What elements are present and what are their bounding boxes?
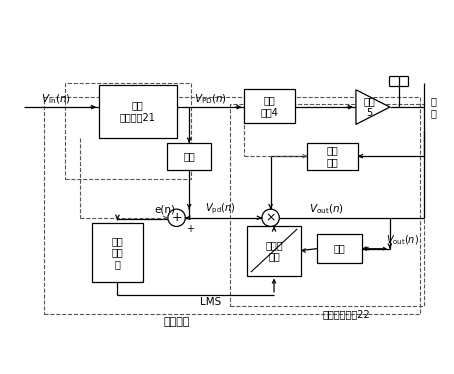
Circle shape	[168, 209, 185, 227]
Text: $V_{\rm pd}(n)$: $V_{\rm pd}(n)$	[205, 202, 236, 216]
Text: LMS: LMS	[200, 297, 221, 307]
Text: 延迟
调整: 延迟 调整	[327, 145, 339, 167]
Bar	[167, 143, 212, 170]
Bar	[247, 226, 301, 276]
Text: +: +	[171, 211, 182, 224]
Text: 耦
合: 耦 合	[430, 96, 436, 118]
Text: 量化: 量化	[334, 243, 345, 254]
Bar	[230, 104, 424, 306]
Bar	[65, 83, 191, 179]
Bar	[307, 143, 358, 170]
Text: 复制
预失真器21: 复制 预失真器21	[120, 101, 156, 122]
Bar	[317, 234, 362, 263]
Text: $V_{\rm out}(n)$: $V_{\rm out}(n)$	[386, 233, 419, 247]
Text: 功放
5: 功放 5	[364, 96, 375, 118]
Bar	[99, 85, 177, 138]
Text: 一维查
询表: 一维查 询表	[265, 240, 283, 261]
Text: 参数更新: 参数更新	[163, 317, 190, 327]
Bar	[244, 89, 295, 123]
Text: +: +	[186, 224, 194, 234]
Text: 延迟: 延迟	[183, 151, 195, 161]
Text: $V_{\rm out}(n)$: $V_{\rm out}(n)$	[309, 202, 345, 216]
Text: $V_{\rm PD}(n)$: $V_{\rm PD}(n)$	[194, 93, 227, 106]
Bar	[92, 223, 143, 282]
Text: ×: ×	[266, 211, 276, 224]
Text: $V_{\rm in}(n)$: $V_{\rm in}(n)$	[40, 93, 70, 106]
Text: 变频
模块4: 变频 模块4	[261, 95, 279, 117]
Circle shape	[262, 209, 279, 227]
Text: e(n): e(n)	[154, 204, 175, 214]
Polygon shape	[356, 90, 390, 125]
Bar	[44, 98, 420, 314]
Text: 训练预失真器22: 训练预失真器22	[322, 309, 370, 319]
Text: 自适
应算
法: 自适 应算 法	[112, 236, 123, 269]
